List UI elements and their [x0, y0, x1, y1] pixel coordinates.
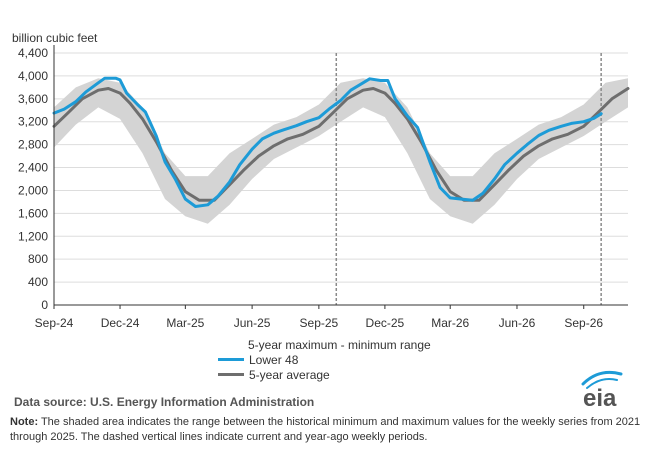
y-tick-label-4000: 4,000: [18, 69, 48, 83]
legend-label-lower-48: Lower 48: [249, 353, 299, 367]
x-tick-label-Sep-26: Sep-26: [564, 316, 603, 330]
y-tick-label-800: 800: [28, 252, 48, 266]
eia-logo-text: eia: [583, 385, 617, 410]
legend: 5-year maximum - minimum range Lower 48 …: [218, 338, 431, 383]
note-text: The shaded area indicates the range betw…: [10, 416, 641, 443]
y-tick-label-2800: 2,800: [18, 138, 48, 152]
x-tick-label-Sep-24: Sep-24: [35, 316, 74, 330]
data-source: Data source: U.S. Energy Information Adm…: [14, 395, 315, 409]
y-tick-label-1200: 1,200: [18, 229, 48, 243]
y-tick-label-4400: 4,400: [18, 46, 48, 60]
axes: [53, 45, 628, 309]
legend-item-5-year-average: 5-year average: [218, 368, 431, 383]
x-tick-label-Dec-24: Dec-24: [101, 316, 140, 330]
series-line-lower-48: [52, 76, 603, 208]
eia-logo: eia: [581, 370, 623, 410]
x-tick-label-Dec-25: Dec-25: [366, 316, 405, 330]
y-tick-label-2000: 2,000: [18, 183, 48, 197]
y-tick-label-3200: 3,200: [18, 115, 48, 129]
footnote: Note: The shaded area indicates the rang…: [10, 415, 660, 445]
series-lines: [52, 76, 630, 208]
y-tick-label-1600: 1,600: [18, 206, 48, 220]
x-tick-label-Jun-26: Jun-26: [499, 316, 536, 330]
legend-swatch-5-year-average: [218, 373, 244, 377]
vertical-markers: [335, 53, 602, 305]
y-tick-label-0: 0: [41, 298, 48, 312]
y-tick-label-2400: 2,400: [18, 161, 48, 175]
x-tick-label-Sep-25: Sep-25: [300, 316, 339, 330]
storage-chart: billion cubic feet 0 400 800 1,200 1,600 2,00…: [12, 31, 630, 330]
y-tick-labels: 0 400 800 1,200 1,600 2,000 2,400 2,800 3,200 3,6…: [18, 46, 48, 312]
unit-label: billion cubic feet: [12, 31, 98, 45]
y-tick-label-3600: 3,600: [18, 92, 48, 106]
legend-item-lower-48: Lower 48: [218, 353, 431, 368]
legend-label-5-year-average: 5-year average: [249, 368, 330, 382]
range-band-area: [54, 78, 628, 224]
x-tick-labels: Sep-24 Dec-24 Mar-25 Jun-25 Sep-25 Dec-25 Mar-…: [35, 316, 604, 330]
legend-swatch-lower-48: [218, 358, 244, 362]
x-tick-label-Jun-25: Jun-25: [234, 316, 271, 330]
series-line-5-year-average: [52, 87, 630, 202]
note-label: Note:: [10, 416, 39, 428]
x-tick-label-Mar-26: Mar-26: [431, 316, 469, 330]
y-tick-label-400: 400: [28, 275, 48, 289]
legend-title: 5-year maximum - minimum range: [248, 338, 431, 352]
x-tick-label-Mar-25: Mar-25: [166, 316, 204, 330]
range-band: [54, 78, 628, 224]
